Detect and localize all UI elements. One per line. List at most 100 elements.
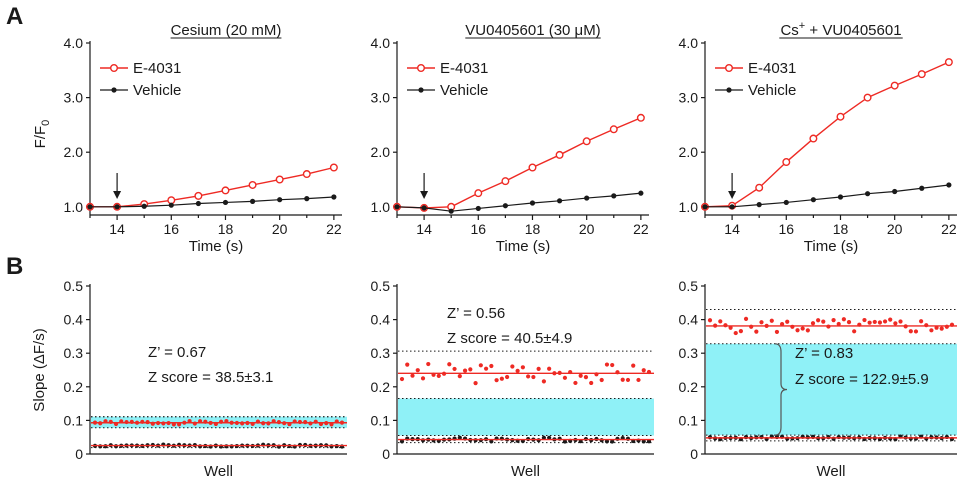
- y-tick-label: 3.0: [679, 90, 699, 106]
- title-part: Cs: [780, 22, 798, 39]
- y-axis-label-subscript: 0: [40, 120, 52, 126]
- data-point-positive: [733, 330, 738, 336]
- x-tick-label: 16: [164, 221, 180, 237]
- data-point-negative: [457, 435, 462, 440]
- y-tick-label: 0.3: [64, 345, 84, 361]
- y-tick-label: 0.3: [371, 345, 391, 361]
- legend-marker-e4031: [109, 63, 118, 72]
- y-axis-label: F/F0: [32, 120, 52, 149]
- x-axis-label: Well: [204, 463, 233, 480]
- data-point-positive: [805, 328, 810, 333]
- data-point-positive: [908, 329, 913, 334]
- separation-band: [706, 343, 957, 436]
- data-point-positive: [599, 377, 604, 383]
- data-point-e4031: [474, 189, 483, 198]
- data-point-e4031: [863, 93, 872, 102]
- y-tick-label: 4.0: [679, 35, 699, 51]
- x-tick-label: 20: [272, 221, 288, 237]
- z-score-annotation: Z score = 38.5±3.1: [148, 369, 273, 386]
- data-point-positive: [919, 319, 924, 324]
- data-point-positive: [420, 376, 426, 381]
- data-point-vehicle: [249, 198, 256, 204]
- data-point-vehicle: [919, 185, 925, 191]
- data-point-positive: [625, 377, 631, 383]
- x-tick-label: 20: [887, 221, 903, 237]
- y-tick-label: 0.1: [64, 412, 84, 428]
- data-point-e4031: [248, 180, 257, 189]
- data-point-positive: [882, 319, 888, 324]
- y-tick-label: 3.0: [371, 90, 391, 106]
- data-point-negative: [176, 442, 182, 447]
- z-score-annotation: Z score = 122.9±5.9: [795, 371, 929, 388]
- data-point-positive: [410, 373, 415, 378]
- data-point-positive: [489, 363, 494, 369]
- data-point-e4031: [636, 113, 645, 122]
- data-point-vehicle: [502, 203, 508, 209]
- separation-band: [398, 398, 654, 436]
- y-tick-label: 0: [382, 446, 390, 462]
- data-point-vehicle: [394, 204, 400, 210]
- data-point-positive: [468, 367, 473, 372]
- data-point-negative: [98, 444, 103, 449]
- series-line-vehicle: [705, 184, 949, 208]
- data-point-positive: [499, 376, 504, 381]
- data-point-vehicle: [892, 188, 898, 195]
- x-tick-label: 14: [109, 221, 125, 237]
- data-point-vehicle: [864, 191, 871, 197]
- data-point-positive: [836, 321, 841, 327]
- data-point-positive: [573, 380, 578, 386]
- data-point-positive: [810, 321, 816, 326]
- data-point-positive: [785, 319, 790, 324]
- data-point-positive: [862, 317, 867, 323]
- data-point-e4031: [302, 170, 311, 179]
- data-point-positive: [841, 317, 846, 322]
- data-point-positive: [610, 362, 615, 368]
- data-point-positive: [399, 376, 405, 382]
- y-tick-label: 0.2: [679, 379, 699, 395]
- data-point-positive: [929, 328, 934, 333]
- x-tick-label: 18: [218, 221, 234, 237]
- x-tick-label: 16: [471, 221, 487, 237]
- y-tick-label: 0: [690, 446, 698, 462]
- data-point-positive: [821, 319, 826, 324]
- x-tick-label: 20: [579, 221, 595, 237]
- data-point-vehicle: [584, 195, 590, 201]
- y-tick-label: 0.4: [64, 312, 84, 328]
- data-point-positive: [800, 326, 805, 331]
- data-point-positive: [531, 374, 536, 380]
- y-tick-label: 0.1: [679, 412, 699, 428]
- data-point-positive: [831, 318, 836, 323]
- data-point-positive: [505, 374, 510, 380]
- data-point-negative: [562, 439, 568, 444]
- data-point-positive: [415, 368, 420, 373]
- x-axis-label: Well: [817, 463, 846, 480]
- data-point-positive: [631, 363, 636, 368]
- data-point-vehicle: [114, 204, 120, 210]
- data-point-negative: [489, 439, 494, 444]
- data-point-positive: [604, 362, 610, 367]
- series-line-vehicle: [90, 196, 334, 208]
- data-point-positive: [462, 368, 468, 373]
- y-tick-label: 0: [75, 446, 83, 462]
- data-point-vehicle: [475, 205, 481, 212]
- y-tick-label: 4.0: [371, 35, 391, 51]
- y-axis-label: Slope (ΔF/s): [31, 328, 48, 411]
- x-tick-label: 18: [833, 221, 849, 237]
- y-tick-label: 2.0: [679, 144, 699, 160]
- legend-label-vehicle: Vehicle: [748, 82, 796, 99]
- series-line-e4031: [396, 117, 642, 209]
- data-point-vehicle: [222, 199, 229, 206]
- data-point-vehicle: [421, 205, 427, 211]
- y-tick-label: 1.0: [371, 199, 391, 215]
- data-point-positive: [494, 378, 499, 383]
- line-chart-cs-vu0405601: Cs+ + VU0405601 1.0 2.0 3.0 4.0 14 16 18 20 22 Tim…: [679, 20, 957, 255]
- data-point-vehicle: [277, 197, 283, 203]
- legend-marker-vehicle: [726, 87, 732, 93]
- legend-marker-vehicle: [111, 87, 117, 93]
- data-point-positive: [636, 377, 641, 383]
- data-point-positive: [913, 329, 919, 334]
- separation-bracket: [774, 343, 788, 436]
- y-tick-label: 0.5: [679, 278, 699, 294]
- data-point-positive: [510, 364, 515, 369]
- data-point-e4031: [555, 150, 564, 159]
